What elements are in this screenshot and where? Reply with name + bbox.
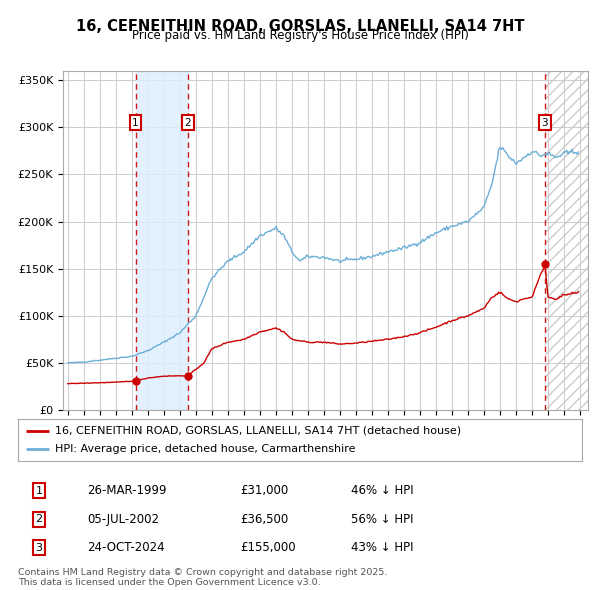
Bar bbox=[545, 71, 588, 410]
Text: HPI: Average price, detached house, Carmarthenshire: HPI: Average price, detached house, Carm… bbox=[55, 444, 355, 454]
Text: 3: 3 bbox=[35, 543, 43, 552]
Text: 56% ↓ HPI: 56% ↓ HPI bbox=[351, 513, 413, 526]
Text: £155,000: £155,000 bbox=[240, 541, 296, 554]
Text: 16, CEFNEITHIN ROAD, GORSLAS, LLANELLI, SA14 7HT: 16, CEFNEITHIN ROAD, GORSLAS, LLANELLI, … bbox=[76, 19, 524, 34]
Text: Price paid vs. HM Land Registry's House Price Index (HPI): Price paid vs. HM Land Registry's House … bbox=[131, 30, 469, 42]
Text: 05-JUL-2002: 05-JUL-2002 bbox=[87, 513, 159, 526]
Text: 2: 2 bbox=[35, 514, 43, 524]
Text: £36,500: £36,500 bbox=[240, 513, 288, 526]
Text: 24-OCT-2024: 24-OCT-2024 bbox=[87, 541, 164, 554]
Text: 16, CEFNEITHIN ROAD, GORSLAS, LLANELLI, SA14 7HT (detached house): 16, CEFNEITHIN ROAD, GORSLAS, LLANELLI, … bbox=[55, 426, 461, 436]
Text: 26-MAR-1999: 26-MAR-1999 bbox=[87, 484, 167, 497]
Text: £31,000: £31,000 bbox=[240, 484, 288, 497]
Text: 1: 1 bbox=[35, 486, 43, 496]
Text: 2: 2 bbox=[185, 117, 191, 127]
Bar bbox=[136, 71, 188, 410]
Text: 1: 1 bbox=[132, 117, 139, 127]
Text: Contains HM Land Registry data © Crown copyright and database right 2025.
This d: Contains HM Land Registry data © Crown c… bbox=[18, 568, 388, 587]
Text: 3: 3 bbox=[542, 117, 548, 127]
Text: 46% ↓ HPI: 46% ↓ HPI bbox=[351, 484, 413, 497]
Text: 43% ↓ HPI: 43% ↓ HPI bbox=[351, 541, 413, 554]
Bar bbox=[545, 71, 588, 410]
